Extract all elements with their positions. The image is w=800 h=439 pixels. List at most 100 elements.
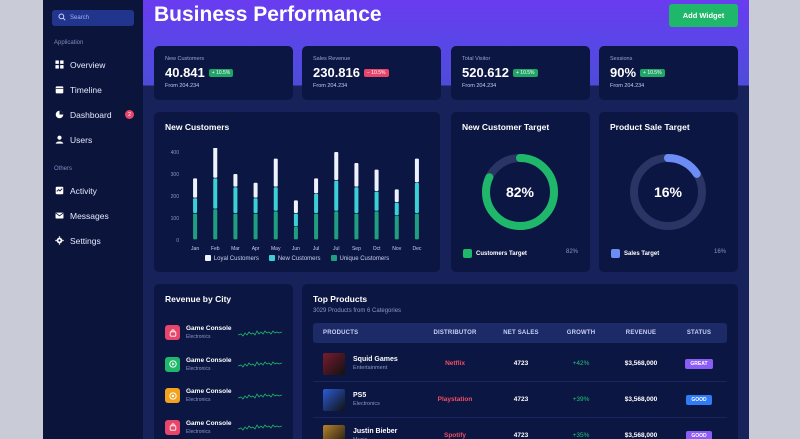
donut-chart: 16% (630, 154, 706, 230)
sidebar-item-label: Overview (70, 59, 106, 70)
bar-segment[interactable] (374, 211, 379, 240)
column-header[interactable]: DISTRIBUTOR (433, 330, 477, 336)
play-icon (165, 356, 180, 372)
sidebar-item-overview[interactable]: Overview (52, 52, 134, 77)
donut-value: 82% (506, 184, 535, 200)
sidebar-item-label: Dashboard (70, 109, 112, 120)
bar-segment[interactable] (293, 213, 298, 227)
main-area: Business Performance Add Widget New Cust… (143, 0, 749, 439)
bar-segment[interactable] (233, 213, 238, 240)
status-cell: GOOD (671, 395, 727, 405)
product-cell: PS5 Electronics (313, 388, 419, 411)
kpi-value: 40.841 (165, 65, 205, 80)
x-tick-label: Feb (211, 246, 220, 252)
growth: +39% (572, 396, 590, 403)
city-row[interactable]: Game Console Electronics (165, 349, 282, 381)
sidebar-item-activity[interactable]: Activity (52, 178, 134, 203)
bar-segment[interactable] (193, 198, 198, 213)
legend-label: Sales Target (624, 250, 660, 257)
bar-segment[interactable] (233, 174, 238, 187)
sidebar-item-timeline[interactable]: Timeline (52, 77, 134, 102)
sparkline (238, 424, 282, 431)
revenue: $3,568,000 (624, 432, 658, 439)
grid-icon (55, 60, 64, 69)
bar-segment[interactable] (354, 163, 359, 187)
search-placeholder: Search (70, 15, 90, 21)
bar-segment[interactable] (334, 180, 339, 211)
bar-segment[interactable] (293, 200, 298, 213)
y-tick-label: 300 (171, 172, 180, 178)
sidebar-item-label: Messages (70, 210, 109, 221)
column-header[interactable]: PRODUCTS (323, 330, 359, 336)
add-widget-button[interactable]: Add Widget (669, 4, 738, 27)
bar-segment[interactable] (374, 169, 379, 191)
growth: +42% (572, 360, 590, 367)
donut-progress-arc (482, 154, 558, 230)
city-row[interactable]: Game Console Electronics (165, 380, 282, 412)
bar-segment[interactable] (273, 187, 278, 211)
column-header[interactable]: STATUS (686, 330, 712, 336)
bar-segment[interactable] (253, 198, 258, 213)
legend-value: 16% (713, 249, 726, 255)
customer-target-card: New Customer Target 82% Customers Target… (451, 112, 590, 272)
bar-segment[interactable] (314, 178, 319, 194)
bar-segment[interactable] (193, 213, 198, 240)
city-row[interactable]: Game Console Electronics (165, 412, 282, 439)
bar-segment[interactable] (414, 213, 419, 240)
kpi-card-sessions: Sessions 90% + 10.5% From 204.234 (599, 46, 738, 100)
bar-segment[interactable] (193, 178, 198, 198)
bar-segment[interactable] (314, 193, 319, 213)
search-input[interactable]: Search (52, 10, 134, 26)
bar-segment[interactable] (314, 213, 319, 240)
kpi-label: Total Visitor (462, 56, 491, 62)
bar-segment[interactable] (233, 187, 238, 213)
bar-segment[interactable] (394, 189, 399, 202)
status-badge: GOOD (686, 431, 712, 439)
bar-segment[interactable] (394, 202, 399, 216)
bar-segment[interactable] (394, 215, 399, 240)
bar-segment[interactable] (334, 152, 339, 180)
table-row[interactable]: Justin Bieber Music Spotify 4723 +35% $3,568,… (313, 418, 727, 439)
net-sales: 4723 (513, 360, 529, 367)
sidebar-item-dashboard[interactable]: Dashboard 2 (52, 102, 134, 127)
bar-segment[interactable] (213, 178, 218, 209)
bar-segment[interactable] (354, 187, 359, 213)
bar-segment[interactable] (273, 158, 278, 187)
bar-segment[interactable] (253, 213, 258, 240)
bar-segment[interactable] (253, 182, 258, 198)
bar-segment[interactable] (273, 211, 278, 240)
sparkline (238, 329, 282, 337)
city-item-name: Game Console (186, 419, 232, 427)
city-row[interactable]: Game Console Electronics (165, 317, 282, 349)
legend-label: Customers Target (476, 250, 527, 257)
sidebar-item-users[interactable]: Users (52, 127, 134, 152)
bar-segment[interactable] (414, 182, 419, 213)
bar-segment[interactable] (374, 191, 379, 211)
table-row[interactable]: Squid Games Entertainment Netflix 4723 +42% $… (313, 346, 727, 382)
legend-label: Unique Customers (339, 256, 390, 262)
net-sales: 4723 (513, 396, 529, 403)
y-tick-label: 400 (171, 150, 180, 156)
sidebar-item-messages[interactable]: Messages (52, 203, 134, 228)
table-row[interactable]: PS5 Electronics Playstation 4723 +39% $3,568,… (313, 382, 727, 418)
kpi-value: 90% (610, 65, 637, 80)
city-item-category: Electronics (186, 428, 211, 435)
table-header: PRODUCTS DISTRIBUTOR NET SALES GROWTH RE… (313, 323, 727, 343)
bar-segment[interactable] (334, 211, 339, 240)
column-header[interactable]: GROWTH (566, 330, 596, 336)
bar-segment[interactable] (414, 158, 419, 183)
y-tick-label: 200 (171, 194, 180, 200)
status-badge: GREAT (685, 359, 713, 369)
card-title: Top Products (313, 294, 368, 304)
chart-pie-icon (55, 110, 64, 119)
city-item-category: Electronics (186, 397, 211, 404)
city-item-name: Game Console (186, 325, 232, 333)
column-header[interactable]: NET SALES (503, 330, 539, 336)
column-header[interactable]: REVENUE (625, 330, 657, 336)
donut-chart: 82% (482, 154, 558, 230)
bar-segment[interactable] (213, 148, 218, 178)
bar-segment[interactable] (293, 226, 298, 240)
bar-segment[interactable] (213, 209, 218, 240)
bar-segment[interactable] (354, 213, 359, 240)
sidebar-item-settings[interactable]: Settings (52, 228, 134, 253)
